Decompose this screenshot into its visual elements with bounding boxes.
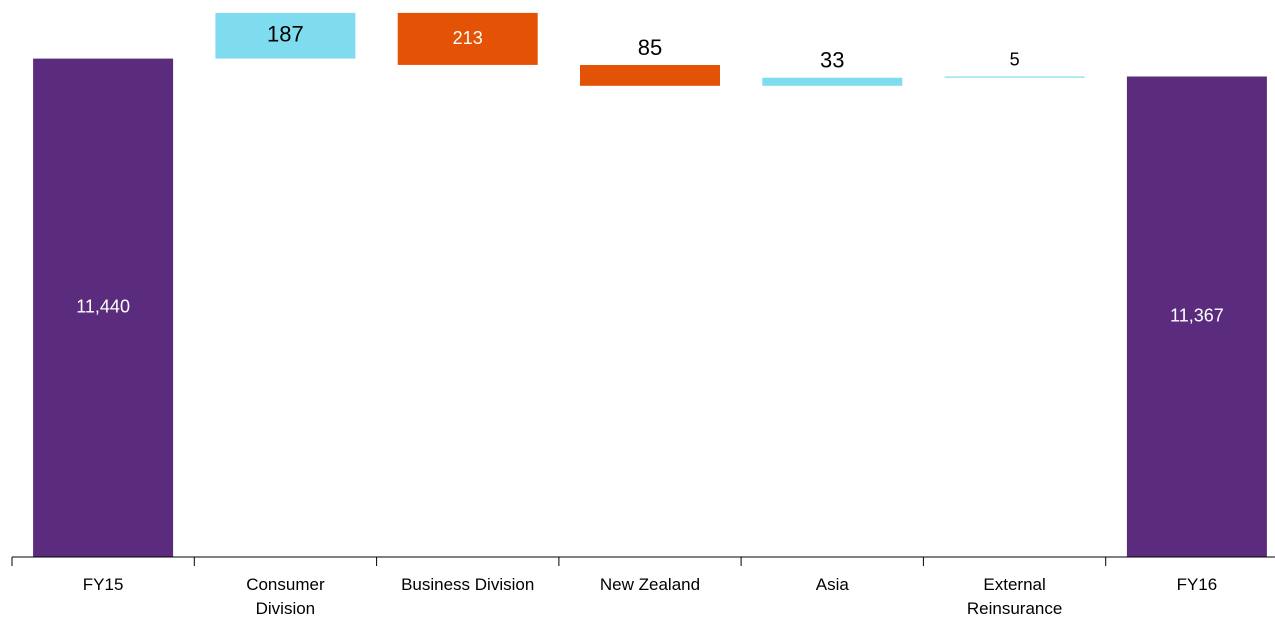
bar-3 <box>580 65 720 86</box>
category-label-5-1: Reinsurance <box>967 599 1062 618</box>
bar-value-label-2: 213 <box>453 28 483 48</box>
bar-6 <box>1126 76 1267 557</box>
bar-1 <box>215 12 356 59</box>
bar-4 <box>762 77 903 86</box>
category-labels-group: FY15 Consumer Division Business Division New… <box>83 575 1217 618</box>
bar-value-label-5: 5 <box>1010 49 1020 69</box>
bar-value-label-1: 187 <box>267 22 304 47</box>
category-label-2-0: Business Division <box>401 575 534 594</box>
bar-value-label-3: 85 <box>638 35 662 60</box>
category-label-3-0: New Zealand <box>600 575 700 594</box>
bar-value-label-0: 11,440 <box>76 297 130 317</box>
category-label-1-0: Consumer <box>246 575 325 594</box>
category-label-1-1: Division <box>256 599 316 618</box>
bar-5 <box>944 76 1085 78</box>
bar-0 <box>33 58 174 557</box>
category-label-6-0: FY16 <box>1177 575 1218 594</box>
category-label-5-0: External <box>983 575 1045 594</box>
bars-group <box>33 12 1267 557</box>
bar-value-label-6: 11,367 <box>1170 305 1224 325</box>
category-label-4-0: Asia <box>816 575 850 594</box>
bar-2 <box>397 12 538 65</box>
bar-value-label-4: 33 <box>820 48 844 73</box>
category-label-0-0: FY15 <box>83 575 124 594</box>
x-axis <box>11 556 1275 566</box>
value-labels-group: 11,440 187 213 85 33 5 11,367 <box>76 22 1224 326</box>
